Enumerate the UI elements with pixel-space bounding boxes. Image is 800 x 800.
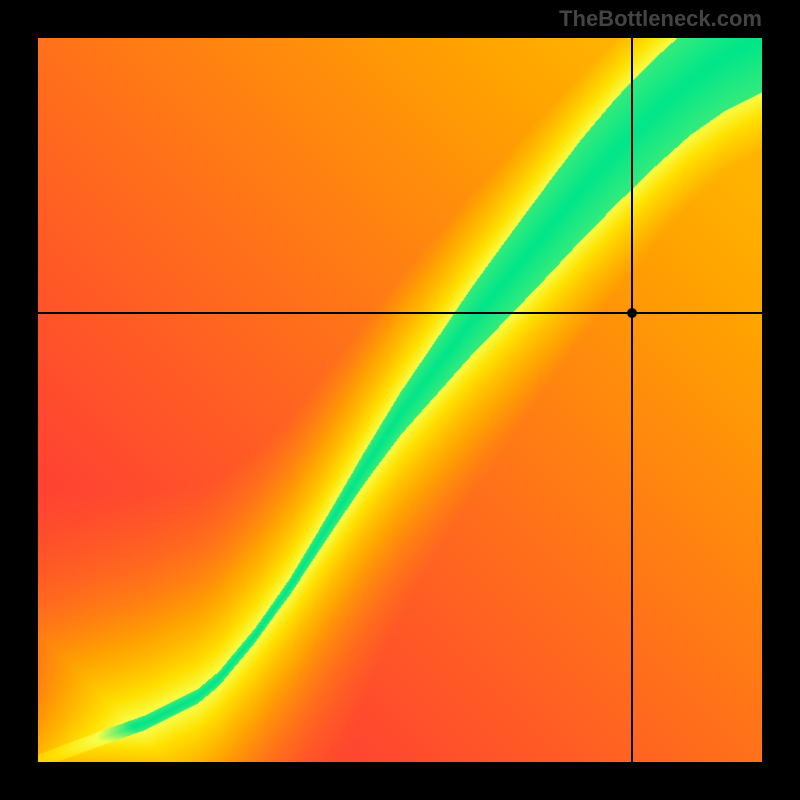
chart-frame: TheBottleneck.com [0,0,800,800]
watermark-text: TheBottleneck.com [559,6,762,32]
crosshair-marker [627,308,637,318]
plot-area [38,38,762,762]
crosshair-horizontal [38,312,762,314]
heatmap-canvas [38,38,762,762]
crosshair-vertical [631,38,633,762]
